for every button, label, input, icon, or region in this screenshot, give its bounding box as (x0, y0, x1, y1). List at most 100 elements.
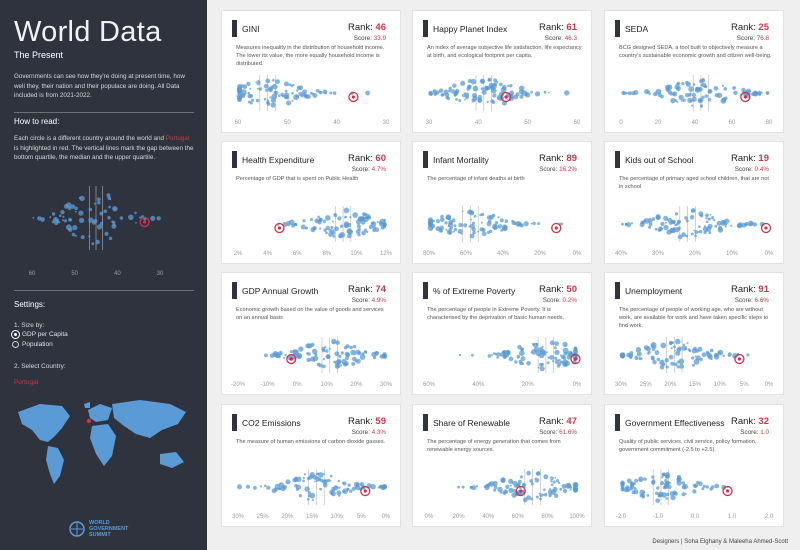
country-dot[interactable] (691, 208, 696, 213)
country-dot[interactable] (440, 217, 445, 223)
country-dot[interactable] (458, 231, 461, 234)
country-dot[interactable] (93, 202, 96, 205)
country-dot[interactable] (621, 222, 624, 226)
country-dot[interactable] (664, 472, 670, 478)
country-dot[interactable] (96, 197, 101, 202)
country-dot[interactable] (298, 91, 303, 96)
country-dot[interactable] (461, 485, 465, 489)
country-dot[interactable] (355, 358, 361, 364)
country-dot[interactable] (329, 479, 332, 482)
country-dot[interactable] (554, 493, 559, 498)
country-dot[interactable] (546, 361, 550, 365)
country-dot[interactable] (453, 230, 455, 233)
country-dot[interactable] (665, 497, 668, 500)
country-dot[interactable] (539, 493, 544, 497)
country-dot[interactable] (331, 220, 334, 223)
country-dot[interactable] (651, 347, 656, 351)
country-dot[interactable] (679, 363, 684, 369)
country-dot[interactable] (340, 351, 344, 355)
country-dot[interactable] (304, 486, 310, 492)
country-dot[interactable] (650, 355, 655, 360)
country-dot[interactable] (639, 489, 645, 496)
country-dot[interactable] (275, 79, 280, 85)
country-dot[interactable] (549, 355, 554, 360)
country-dot[interactable] (630, 482, 634, 486)
country-dot[interactable] (620, 487, 625, 492)
country-dot[interactable] (270, 97, 276, 103)
country-dot[interactable] (303, 93, 308, 98)
country-dot[interactable] (363, 228, 368, 232)
country-dot[interactable] (298, 346, 304, 352)
country-dot[interactable] (428, 219, 433, 224)
country-dot[interactable] (654, 491, 659, 495)
country-dot[interactable] (487, 78, 491, 82)
country-dot[interactable] (324, 91, 327, 95)
country-dot[interactable] (307, 498, 310, 501)
country-dot[interactable] (266, 485, 271, 490)
country-dot[interactable] (676, 101, 679, 103)
country-dot[interactable] (539, 497, 542, 501)
country-dot[interactable] (438, 88, 444, 93)
country-dot[interactable] (677, 234, 683, 240)
country-dot[interactable] (560, 222, 564, 226)
country-dot[interactable] (684, 492, 687, 495)
country-dot[interactable] (349, 216, 352, 219)
country-dot[interactable] (573, 484, 578, 488)
country-dot[interactable] (549, 340, 555, 346)
country-dot[interactable] (446, 96, 451, 101)
country-dot[interactable] (690, 232, 694, 236)
country-dot[interactable] (556, 479, 560, 483)
country-dot[interactable] (705, 485, 709, 489)
country-dot[interactable] (473, 215, 477, 218)
country-dot[interactable] (515, 92, 520, 97)
country-dot[interactable] (363, 216, 369, 223)
country-dot[interactable] (447, 216, 452, 221)
highlight-ring[interactable] (722, 485, 733, 497)
country-dot[interactable] (331, 338, 337, 345)
country-dot[interactable] (627, 478, 632, 484)
country-dot[interactable] (661, 476, 664, 479)
country-dot[interactable] (298, 85, 304, 91)
country-dot[interactable] (481, 231, 487, 237)
country-dot[interactable] (682, 98, 686, 102)
country-dot[interactable] (692, 83, 696, 86)
country-dot[interactable] (296, 484, 302, 490)
country-dot[interactable] (674, 212, 679, 216)
country-dot[interactable] (707, 98, 712, 102)
country-dot[interactable] (88, 235, 91, 238)
country-dot[interactable] (280, 92, 284, 97)
country-dot[interactable] (321, 348, 326, 353)
country-dot[interactable] (550, 483, 554, 487)
country-dot[interactable] (554, 476, 557, 479)
country-dot[interactable] (312, 227, 316, 230)
country-dot[interactable] (633, 489, 639, 495)
country-dot[interactable] (274, 352, 281, 358)
country-dot[interactable] (519, 350, 525, 356)
country-dot[interactable] (678, 358, 685, 365)
country-dot[interactable] (554, 359, 560, 365)
country-dot[interactable] (674, 362, 678, 367)
country-dot[interactable] (292, 83, 295, 87)
country-dot[interactable] (245, 484, 251, 489)
country-dot[interactable] (317, 220, 322, 225)
country-dot[interactable] (440, 214, 444, 219)
country-dot[interactable] (307, 352, 311, 356)
country-dot[interactable] (253, 486, 257, 490)
country-dot[interactable] (666, 84, 673, 91)
country-dot[interactable] (685, 219, 689, 223)
country-dot[interactable] (557, 481, 561, 485)
country-dot[interactable] (258, 87, 263, 91)
country-dot[interactable] (537, 366, 540, 369)
country-dot[interactable] (480, 221, 483, 224)
country-dot[interactable] (759, 221, 765, 227)
metric-card-unemployment[interactable]: Unemployment Rank: 91 Score: 6.6% The perce… (604, 272, 784, 395)
country-dot[interactable] (99, 221, 104, 226)
country-dot[interactable] (634, 478, 638, 483)
country-dot[interactable] (689, 214, 695, 220)
country-dot[interactable] (278, 482, 284, 488)
metric-card-kids-out-of-school[interactable]: Kids out of School Rank: 19 Score: 0.4% The… (604, 141, 784, 264)
country-dot[interactable] (112, 224, 116, 227)
country-dot[interactable] (307, 494, 311, 498)
country-dot[interactable] (52, 217, 59, 223)
country-dot[interactable] (562, 347, 569, 354)
